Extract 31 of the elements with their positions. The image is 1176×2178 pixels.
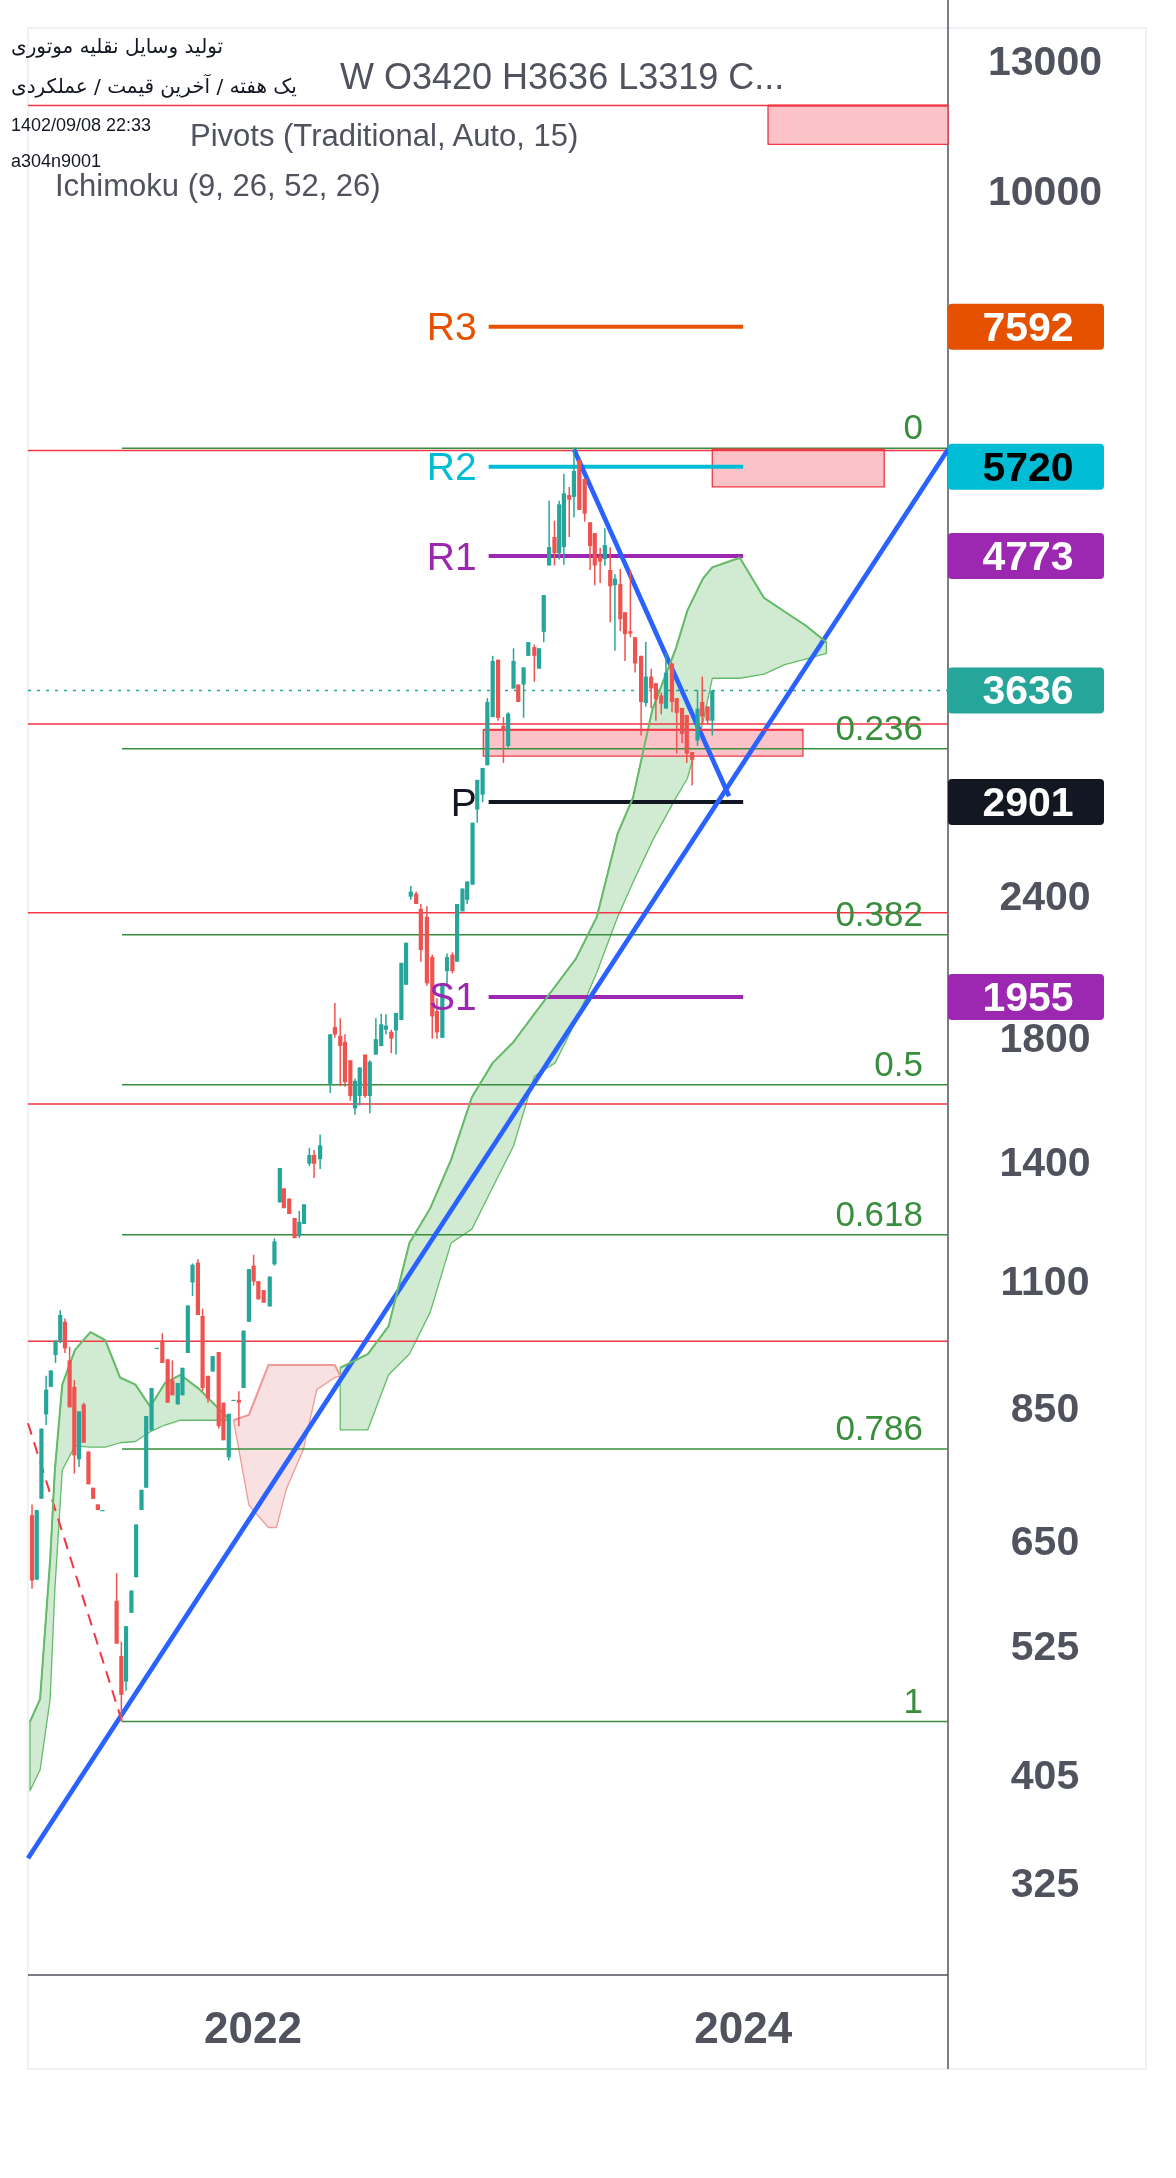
y-tick-label: 325 <box>1010 1860 1080 1907</box>
series-label: 0 <box>903 407 923 447</box>
text: 2901 <box>982 779 1074 826</box>
y-tick-label: 850 <box>1010 1385 1080 1432</box>
series-label: 0.618 <box>835 1193 923 1233</box>
y-tick-label: 13000 <box>987 38 1103 85</box>
chart-title: تولید وسایل نقلیه موتوری <box>11 34 224 58</box>
x-tick-label: 2024 <box>694 2002 793 2052</box>
series-label: 1 <box>903 1680 923 1720</box>
text: 4773 <box>982 533 1074 580</box>
series-label: 0.786 <box>835 1408 923 1448</box>
y-tick-label: 650 <box>1010 1517 1080 1564</box>
y-tick-label: 2400 <box>999 872 1091 919</box>
series-label: R2 <box>426 445 477 489</box>
ref-line-label: 3636 <box>982 667 1074 714</box>
y-tick-label: 525 <box>1010 1623 1080 1670</box>
series-label: R3 <box>426 305 477 349</box>
y-tick-label: 10000 <box>987 167 1103 214</box>
series-label: P <box>450 780 477 824</box>
y-tick-label: 1100 <box>1000 1258 1090 1305</box>
y-tick-label: 405 <box>1010 1751 1080 1798</box>
series-label: 0.5 <box>874 1043 923 1083</box>
series-label: R1 <box>426 534 477 578</box>
text: 7592 <box>982 303 1074 350</box>
y-tick-label: 1400 <box>999 1138 1091 1185</box>
text: یک هفته / آخرین قیمت / عملکردی <box>11 73 297 98</box>
annotation: Pivots (Traditional, Auto, 15) <box>190 117 579 153</box>
annotation: W O3420 H3636 L3319 C... <box>340 55 785 97</box>
x-tick-label: 2022 <box>204 2002 302 2052</box>
annotation: 1402/09/08 22:33 <box>11 115 152 135</box>
text: 5720 <box>982 443 1074 490</box>
